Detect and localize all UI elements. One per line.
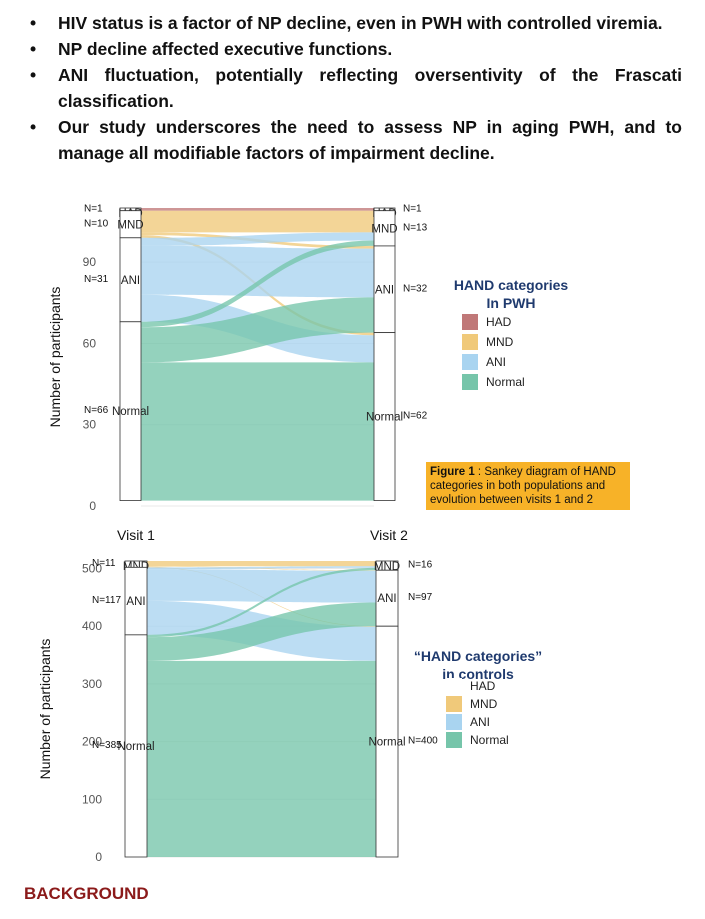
- flow-normal-to-mnd: [141, 240, 374, 328]
- legend-entry: Normal: [486, 375, 525, 389]
- legend-swatch-had: [446, 678, 462, 694]
- bullet-text: ANI fluctuation, potentially reflecting …: [58, 65, 682, 111]
- sankey-chart-1: 0 30 60 90 Number of participants HAD N=1 MND N=…: [47, 203, 568, 543]
- flow-ani-to-mnd: [147, 566, 376, 570]
- count-label: N=62: [403, 411, 428, 422]
- legend-entry: MND: [470, 697, 498, 711]
- flow-mnd-to-mnd: [141, 210, 374, 233]
- y-tick-label: 90: [83, 255, 97, 269]
- count-label: N=97: [408, 592, 433, 603]
- node-normal-v1: [124, 634, 148, 858]
- node-normal-v2: [375, 625, 399, 858]
- legend-swatch-had: [462, 314, 478, 330]
- bullet-text: NP decline affected executive functions.: [58, 39, 393, 59]
- y-axis-label: Number of participants: [37, 639, 53, 780]
- y-tick-label: 0: [95, 850, 102, 864]
- legend-entry: Normal: [470, 733, 509, 747]
- y-tick-label: 200: [82, 735, 102, 749]
- legend-title: In PWH: [487, 295, 536, 311]
- node-normal-v2: [373, 332, 396, 501]
- count-label: N=400: [408, 736, 438, 747]
- count-label: N=10: [84, 218, 109, 229]
- y-tick-label: 400: [82, 619, 102, 633]
- background-section-label: BACKGROUND: [24, 884, 149, 903]
- flow-mnd-to-mnd: [147, 561, 376, 567]
- legend-entry: ANI: [470, 715, 490, 729]
- y-tick-label: 0: [89, 499, 96, 513]
- flow-ani-to-mnd: [141, 232, 374, 246]
- legend-swatch-mnd: [446, 696, 462, 712]
- y-tick-label: 300: [82, 677, 102, 691]
- sankey-chart-2: 0 100 200 300 400 500 Number of participants MN…: [37, 558, 542, 864]
- conclusion-bullets: • HIV status is a factor of NP decline, e…: [22, 10, 682, 166]
- bullet-icon: •: [30, 39, 37, 59]
- legend-swatch-normal: [462, 374, 478, 390]
- y-axis-label: Number of participants: [47, 287, 63, 428]
- bullet-icon: •: [30, 117, 37, 137]
- bullet-icon: •: [30, 65, 37, 85]
- legend-entry: MND: [486, 335, 514, 349]
- y-tick-label: 500: [82, 562, 102, 576]
- count-label: N=13: [403, 222, 428, 233]
- node-label: Normal: [368, 737, 405, 749]
- flow-normal-to-ani: [147, 602, 376, 661]
- node-label: ANI: [126, 596, 145, 608]
- node-label: Normal: [112, 406, 149, 418]
- figure-caption-text: : Sankey diagram of HAND categories in b…: [430, 466, 616, 506]
- count-label: N=32: [403, 283, 428, 294]
- visit-label: Visit 2: [370, 527, 408, 543]
- count-label: N=1: [84, 203, 103, 214]
- node-label: Normal: [117, 741, 154, 753]
- count-label: N=66: [84, 405, 109, 416]
- bullet-item: • Our study underscores the need to asses…: [22, 114, 682, 166]
- legend-title: HAND categories: [454, 277, 569, 293]
- legend-swatch-ani: [446, 714, 462, 730]
- count-label: N=385: [92, 740, 122, 751]
- y-tick-label: 60: [83, 336, 97, 350]
- flow-ani-to-ani: [147, 569, 376, 603]
- node-label: Normal: [366, 412, 403, 424]
- node-normal-v1: [119, 321, 142, 501]
- bullet-item: • NP decline affected executive functions…: [22, 36, 682, 62]
- legend-swatch-normal: [446, 732, 462, 748]
- bullet-text: HIV status is a factor of NP decline, ev…: [58, 13, 663, 33]
- visit-label: Visit 1: [117, 527, 155, 543]
- legend-entry: ANI: [486, 355, 506, 369]
- count-label: N=1: [403, 203, 422, 214]
- legend-swatch-mnd: [462, 334, 478, 350]
- y-tick-label: 30: [83, 418, 97, 432]
- bullet-item: • ANI fluctuation, potentially reflecting…: [22, 62, 682, 114]
- count-label: N=16: [408, 560, 433, 571]
- flow-had-to-had: [141, 208, 374, 211]
- legend-entry: HAD: [470, 679, 496, 693]
- y-tick-label: 100: [82, 792, 102, 806]
- flow-normal-to-mnd: [147, 567, 376, 638]
- flow-normal-to-normal: [147, 660, 376, 857]
- count-label: N=11: [92, 558, 116, 569]
- node-label: ANI: [121, 275, 140, 287]
- count-label: N=117: [92, 595, 121, 606]
- flow-normal-to-normal: [141, 362, 374, 501]
- bullet-item: • HIV status is a factor of NP decline, e…: [22, 10, 682, 36]
- count-label: N=31: [84, 274, 109, 285]
- figure-caption: Figure 1 : Sankey diagram of HAND catego…: [426, 462, 630, 510]
- legend-title: “HAND categories”: [414, 648, 542, 664]
- node-label: ANI: [375, 284, 394, 296]
- node-label: MND: [117, 219, 143, 231]
- legend-entry: HAD: [486, 315, 512, 329]
- node-label: MND: [371, 223, 397, 235]
- bullet-icon: •: [30, 13, 37, 33]
- bullet-text: Our study underscores the need to assess…: [58, 117, 682, 163]
- figure-caption-title: Figure 1: [430, 466, 475, 478]
- legend-swatch-ani: [462, 354, 478, 370]
- node-label: ANI: [377, 593, 396, 605]
- flow-ani-to-ani: [141, 245, 374, 298]
- flow-normal-to-ani: [141, 297, 374, 363]
